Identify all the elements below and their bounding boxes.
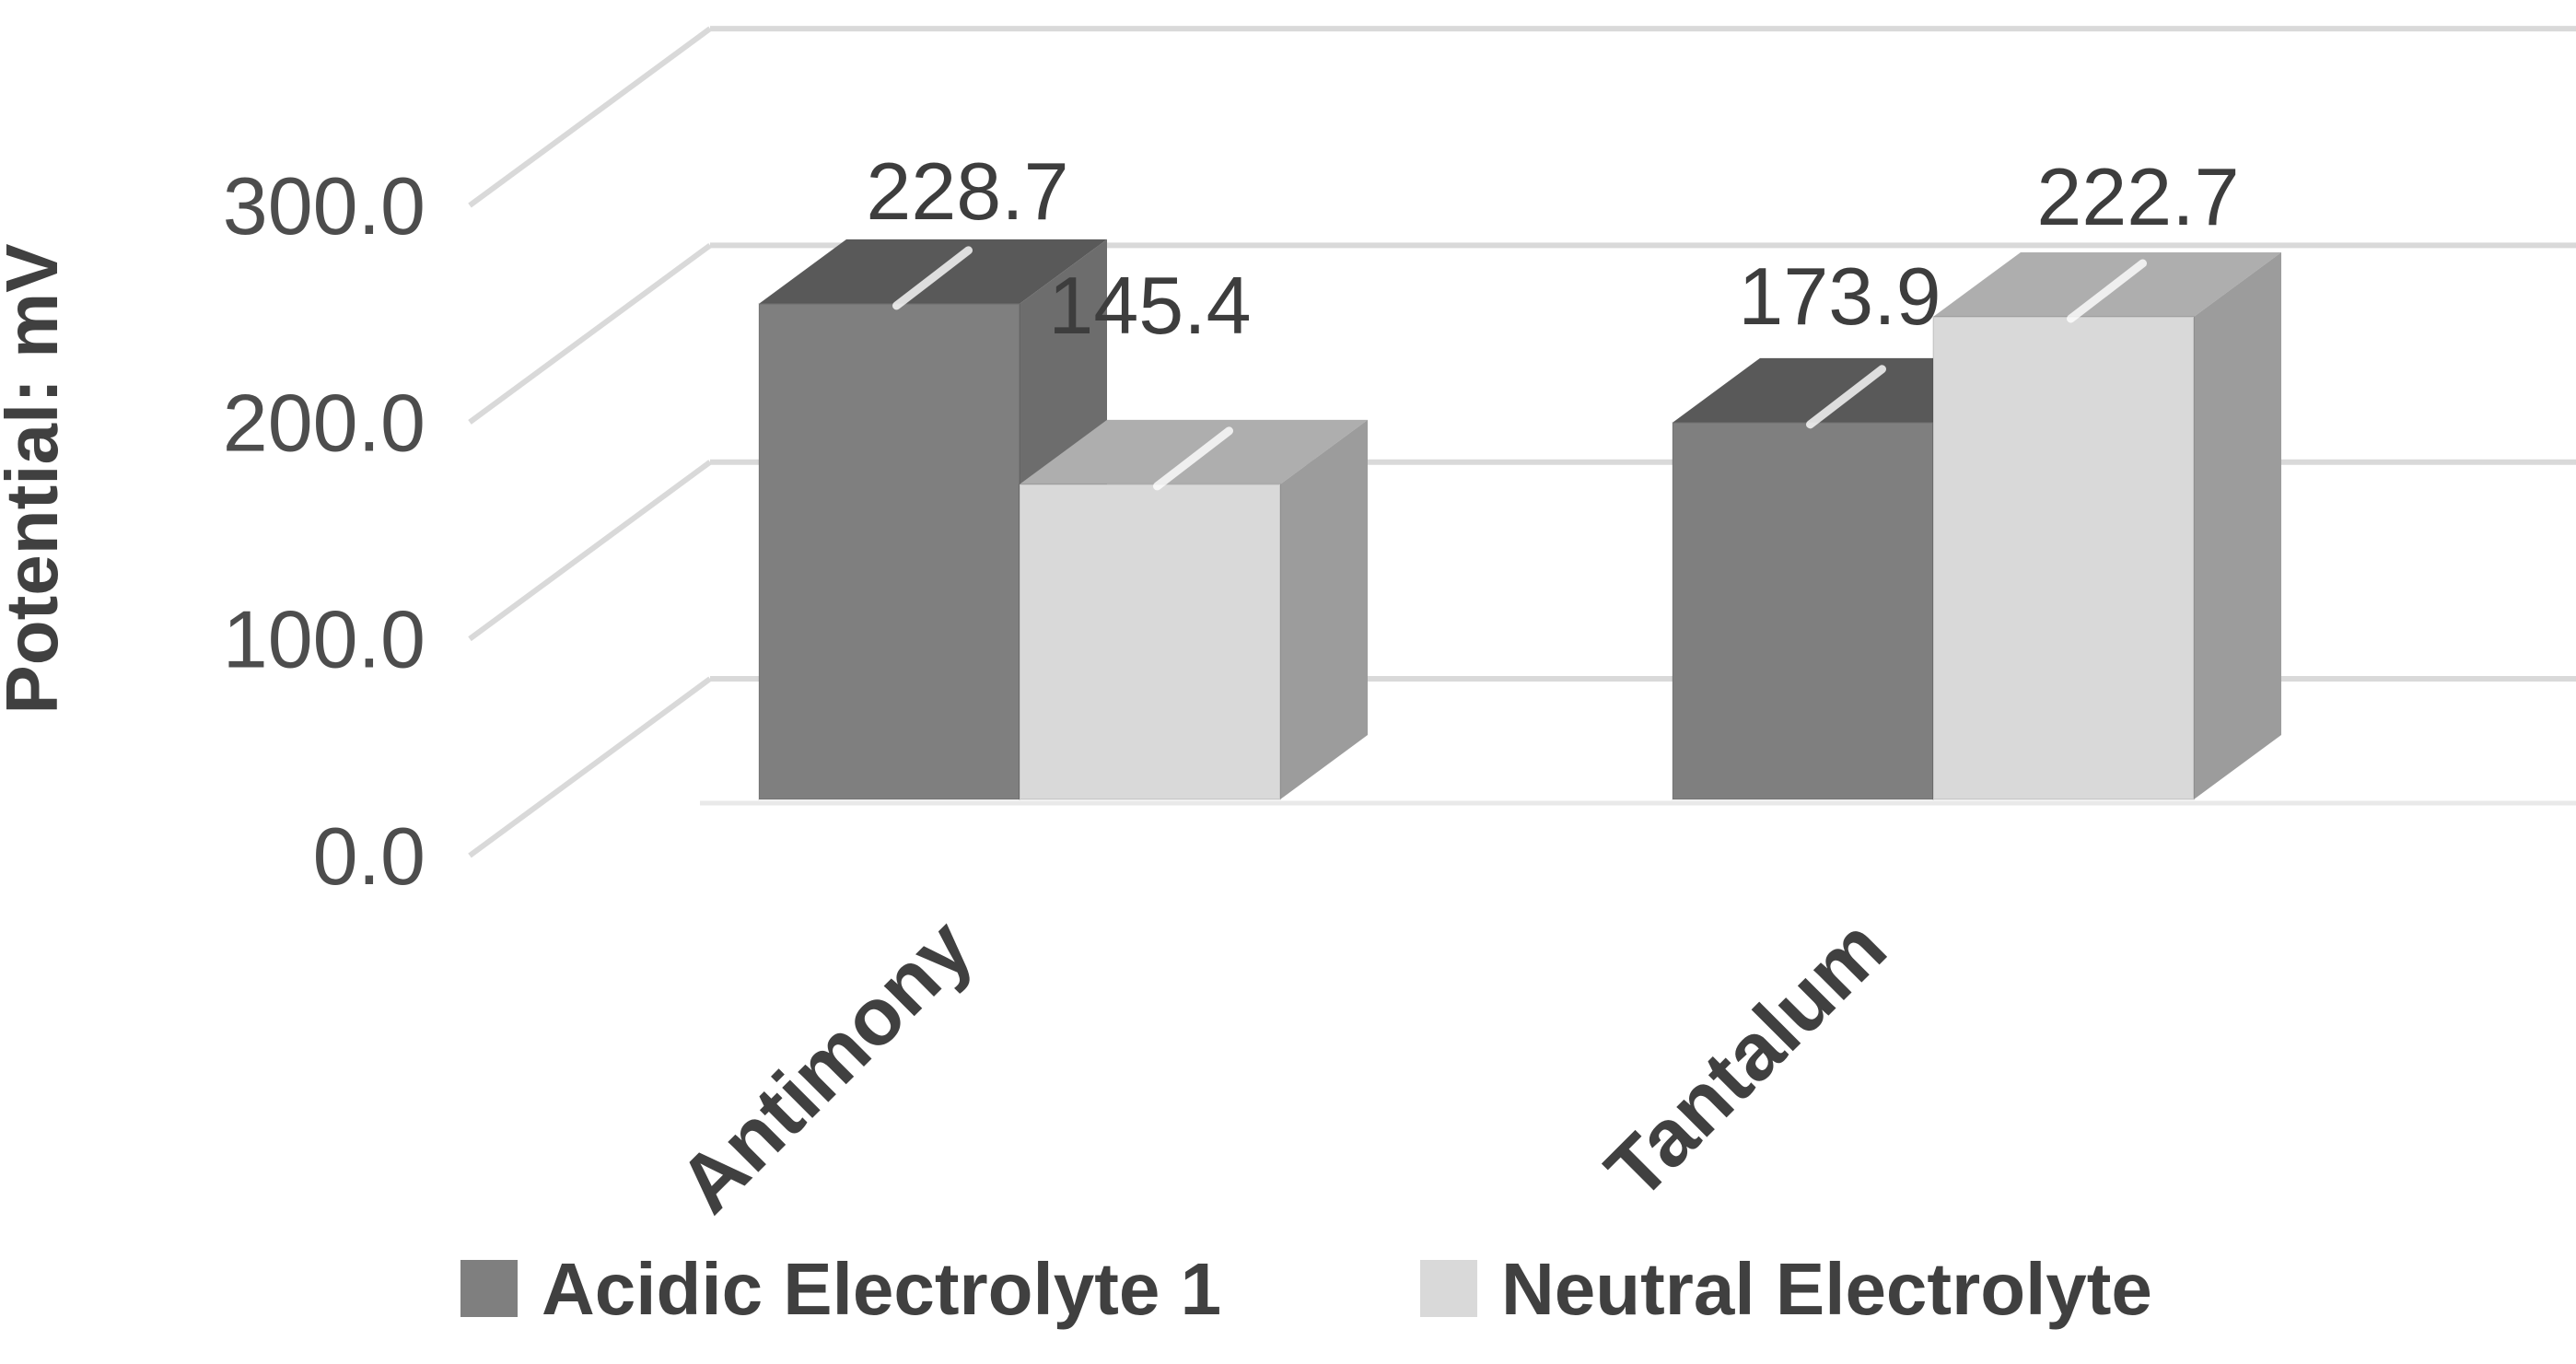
bar-neutral-electrolyte-tantalum: [1932, 251, 2281, 801]
data-label: 145.4: [1048, 260, 1251, 351]
bars-layer: [758, 239, 2281, 801]
category-label: Antimony: [661, 901, 990, 1230]
gridline-depth-slant: [468, 26, 712, 208]
data-label: 222.7: [2036, 151, 2239, 242]
bar-top-highlight: [1153, 426, 1233, 491]
bar-top-highlight: [2067, 259, 2147, 323]
bar-top-face: [1020, 419, 1368, 484]
bar-top-highlight: [892, 246, 973, 310]
bar-front-face: [1019, 483, 1281, 800]
bar-side-face: [2194, 251, 2281, 799]
legend-label-neutral-electrolyte: Neutral Electrolyte: [1501, 1248, 2152, 1330]
bar-top-face: [1933, 251, 2281, 317]
bar-side-face: [1280, 419, 1368, 799]
bar-front-face: [1932, 315, 2195, 801]
y-tick-label: 0.0: [313, 810, 425, 902]
bar-top-highlight: [1806, 365, 1886, 429]
gridline-depth-slant: [468, 460, 712, 642]
y-tick-label: 300.0: [223, 160, 425, 251]
bar-top-face: [759, 239, 1107, 304]
data-labels-layer: 228.7 145.4 173.9 222.7: [866, 146, 2239, 351]
bar-front-face: [758, 302, 1020, 800]
legend-label-acidic-electrolyte-1: Acidic Electrolyte 1: [542, 1248, 1221, 1330]
bar-neutral-electrolyte-antimony: [1019, 419, 1368, 800]
legend: Acidic Electrolyte 1 Neutral Electrolyte: [460, 1248, 2152, 1330]
legend-swatch-neutral-electrolyte: [1420, 1260, 1477, 1317]
legend-swatch-acidic-electrolyte-1: [460, 1260, 518, 1317]
data-label: 173.9: [1738, 251, 1941, 342]
y-tick-label: 100.0: [223, 594, 425, 685]
category-label: Tantalum: [1588, 901, 1903, 1216]
data-label: 228.7: [866, 146, 1068, 237]
bar-front-face: [1672, 421, 1934, 800]
y-axis-title: Potential: mV: [0, 243, 73, 714]
gridline-depth-slant: [468, 676, 712, 858]
y-tick-label: 200.0: [223, 377, 425, 468]
gridline-depth-slant: [468, 242, 712, 425]
